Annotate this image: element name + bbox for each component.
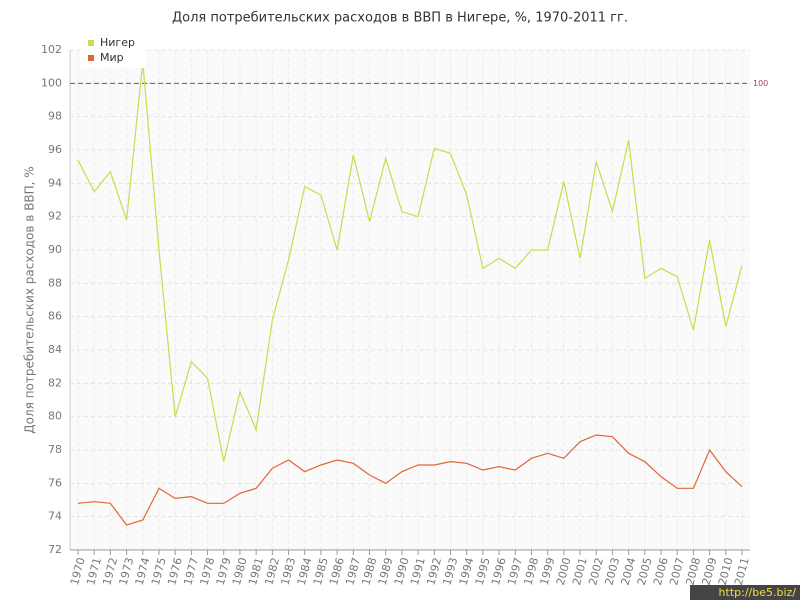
watermark-box — [690, 585, 800, 600]
y-tick-label: 92 — [48, 210, 62, 223]
y-tick-label: 80 — [48, 410, 62, 423]
y-tick-label: 100 — [41, 76, 62, 89]
reference-label: 100 — [753, 79, 768, 88]
legend-box — [80, 34, 145, 68]
y-tick-label: 72 — [48, 543, 62, 556]
y-tick-label: 94 — [48, 176, 62, 189]
y-tick-label: 78 — [48, 443, 62, 456]
y-tick-label: 82 — [48, 376, 62, 389]
y-axis-label: Доля потребительских расходов в ВВП, % — [23, 166, 37, 433]
y-tick-label: 102 — [41, 43, 62, 56]
legend-swatch — [88, 40, 94, 46]
watermark: http://be5.biz/ — [719, 586, 797, 599]
chart-title: Доля потребительских расходов в ВВП в Ни… — [172, 11, 628, 26]
y-tick-label: 98 — [48, 110, 62, 123]
y-tick-label: 84 — [48, 343, 62, 356]
legend-label: Нигер — [100, 36, 135, 49]
y-tick-label: 88 — [48, 276, 62, 289]
y-tick-label: 90 — [48, 243, 62, 256]
series-line — [77, 61, 743, 462]
legend-label: Мир — [100, 51, 124, 64]
y-tick-label: 86 — [48, 310, 62, 323]
legend-swatch — [88, 55, 94, 61]
y-tick-label: 74 — [48, 510, 62, 523]
y-tick-label: 96 — [48, 143, 62, 156]
series-line — [77, 434, 743, 526]
y-tick-label: 76 — [48, 476, 62, 489]
plot-area — [70, 50, 750, 550]
